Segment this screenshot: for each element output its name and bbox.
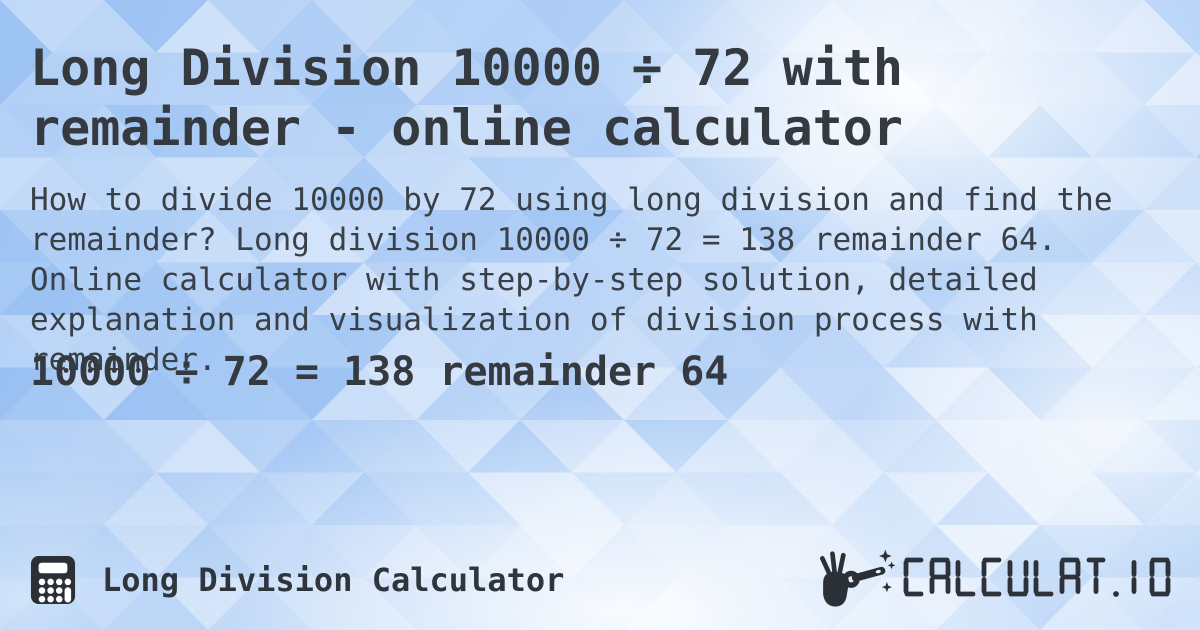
magic-wand-hand-icon <box>820 549 896 607</box>
app-name: Long Division Calculator <box>102 561 565 599</box>
brand-wordmark <box>903 557 1171 597</box>
page-title: Long Division 10000 ÷ 72 with remainder … <box>30 39 903 157</box>
division-result-heading: 10000 ÷ 72 = 138 remainder 64 <box>30 349 729 395</box>
brand-logo <box>813 546 1172 608</box>
calculator-icon <box>30 556 76 604</box>
page-description: How to divide 10000 by 72 using long div… <box>30 182 1113 378</box>
footer-app: Long Division Calculator <box>30 552 564 608</box>
